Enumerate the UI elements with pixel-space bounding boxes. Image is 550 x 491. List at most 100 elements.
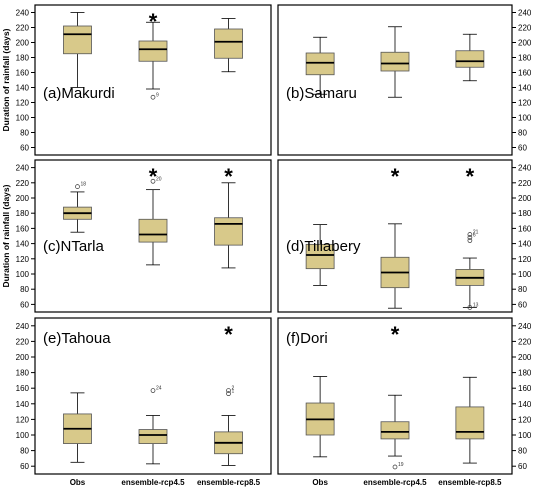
y-tick-label: 60 bbox=[20, 144, 29, 153]
y-tick-label: 220 bbox=[518, 337, 532, 346]
y-tick-label: 180 bbox=[518, 54, 532, 63]
y-tick-label: 220 bbox=[518, 24, 532, 33]
panel-label: (f)Dori bbox=[286, 330, 328, 347]
panel-label: (b)Samaru bbox=[286, 85, 357, 102]
y-tick-label: 160 bbox=[16, 384, 30, 393]
outlier-label: 9 bbox=[156, 92, 159, 98]
outlier-label: 19 bbox=[398, 462, 404, 468]
outlier-point bbox=[226, 388, 231, 393]
y-tick-label: 240 bbox=[518, 164, 532, 173]
panel-label: (e)Tahoua bbox=[43, 330, 111, 347]
y-tick-label: 200 bbox=[16, 353, 30, 362]
outlier-label: 6 bbox=[473, 233, 476, 239]
y-tick-label: 100 bbox=[518, 431, 532, 440]
significance-star: * bbox=[391, 322, 400, 347]
y-tick-label: 180 bbox=[518, 209, 532, 218]
y-tick-label: 100 bbox=[518, 114, 532, 123]
outlier-label: 2 bbox=[232, 386, 235, 392]
iqr-box bbox=[138, 218, 168, 243]
iqr-box bbox=[138, 40, 168, 62]
y-tick-label: 60 bbox=[20, 462, 29, 471]
y-tick-label: 100 bbox=[16, 114, 30, 123]
panel-label: (c)NTarla bbox=[43, 238, 104, 255]
panel-3: 60 80 100 120 140 160 180 200 220 240 Duration of … bbox=[1, 159, 272, 313]
box-ensemble-rcp8.5 bbox=[455, 33, 485, 82]
iqr-box bbox=[380, 421, 410, 440]
y-tick-label: 120 bbox=[518, 99, 532, 108]
box-Obs bbox=[63, 12, 92, 88]
y-tick-label: 80 bbox=[518, 447, 527, 456]
outlier-label: 24 bbox=[156, 386, 162, 392]
y-axis-label: Duration of rainfall (days) bbox=[1, 28, 11, 131]
y-tick-label: 60 bbox=[20, 300, 29, 309]
outlier-label: 1 bbox=[232, 389, 235, 395]
iqr-box bbox=[214, 217, 243, 246]
y-tick-label: 180 bbox=[16, 369, 30, 378]
iqr-box bbox=[455, 406, 485, 440]
outlier-label: 18 bbox=[80, 182, 86, 188]
outlier-point bbox=[467, 232, 473, 237]
panel-6: 60 80 100 120 140 160 180 200 220 240 19 * (f)Dori Ob… bbox=[277, 317, 532, 487]
y-tick-label: 200 bbox=[518, 353, 532, 362]
y-tick-label: 60 bbox=[518, 462, 527, 471]
box-ensemble-rcp8.5: 21 * bbox=[214, 322, 243, 466]
box-ensemble-rcp4.5: 24 bbox=[138, 386, 168, 465]
y-tick-label: 100 bbox=[16, 431, 30, 440]
y-tick-label: 140 bbox=[518, 84, 532, 93]
outlier-point bbox=[150, 178, 156, 184]
panel-2: 60 80 100 120 140 160 180 200 220 240 (b)Samaru bbox=[277, 4, 532, 156]
significance-star: * bbox=[391, 164, 400, 189]
panel-4: 60 80 100 120 140 160 180 200 220 240 * 216 13 * (d)Ti… bbox=[277, 159, 532, 313]
y-tick-label: 140 bbox=[16, 400, 30, 409]
y-tick-label: 160 bbox=[518, 384, 532, 393]
x-category-label: ensemble-rcp4.5 bbox=[363, 478, 427, 487]
y-tick-label: 100 bbox=[518, 270, 532, 279]
box-ensemble-rcp4.5 bbox=[380, 26, 410, 98]
box-ensemble-rcp8.5 bbox=[455, 376, 485, 464]
y-tick-label: 140 bbox=[518, 400, 532, 409]
iqr-box bbox=[380, 51, 410, 72]
y-tick-label: 120 bbox=[518, 415, 532, 424]
y-tick-label: 80 bbox=[518, 129, 527, 138]
y-tick-label: 80 bbox=[20, 129, 29, 138]
x-category-label: ensemble-rcp8.5 bbox=[438, 478, 502, 487]
outlier-point bbox=[467, 235, 473, 240]
outlier-point bbox=[75, 184, 80, 189]
box-ensemble-rcp4.5: 19 * bbox=[380, 322, 410, 470]
box-Obs: 18 bbox=[63, 182, 92, 233]
y-tick-label: 200 bbox=[16, 39, 30, 48]
y-tick-label: 100 bbox=[16, 270, 30, 279]
box-ensemble-rcp8.5 bbox=[214, 18, 243, 73]
box-ensemble-rcp4.5: * bbox=[380, 164, 410, 309]
y-tick-label: 200 bbox=[518, 194, 532, 203]
box-Obs bbox=[305, 224, 335, 286]
significance-star: * bbox=[149, 9, 158, 34]
y-tick-label: 240 bbox=[518, 322, 532, 331]
y-tick-label: 240 bbox=[16, 164, 30, 173]
box-Obs bbox=[63, 392, 92, 463]
y-tick-label: 220 bbox=[16, 179, 30, 188]
outlier-label: 21 bbox=[473, 229, 479, 235]
box-ensemble-rcp8.5: 216 13 * bbox=[455, 164, 485, 310]
y-tick-label: 120 bbox=[16, 99, 30, 108]
y-tick-label: 140 bbox=[16, 240, 30, 249]
box-ensemble-rcp8.5: * bbox=[214, 164, 243, 269]
outlier-point bbox=[150, 94, 156, 100]
panel-1: 60 80 100 120 140 160 180 200 220 240 Duration of … bbox=[1, 4, 272, 156]
y-tick-label: 200 bbox=[16, 194, 30, 203]
outlier-point bbox=[150, 388, 156, 393]
x-category-label: Obs bbox=[70, 478, 86, 487]
outlier-point bbox=[392, 464, 398, 470]
y-tick-label: 200 bbox=[518, 39, 532, 48]
y-tick-label: 240 bbox=[16, 322, 30, 331]
y-tick-label: 220 bbox=[16, 24, 30, 33]
y-tick-label: 80 bbox=[518, 285, 527, 294]
y-tick-label: 120 bbox=[16, 255, 30, 264]
y-tick-label: 180 bbox=[16, 209, 30, 218]
y-tick-label: 160 bbox=[16, 69, 30, 78]
y-tick-label: 160 bbox=[518, 224, 532, 233]
y-tick-label: 220 bbox=[16, 337, 30, 346]
y-axis-label: Duration of rainfall (days) bbox=[1, 184, 11, 287]
panel-label: (d)Tillabery bbox=[286, 238, 361, 255]
panel-5: 60 80 100 120 140 160 180 200 220 240 24 21 * (e)Taho… bbox=[16, 317, 272, 487]
